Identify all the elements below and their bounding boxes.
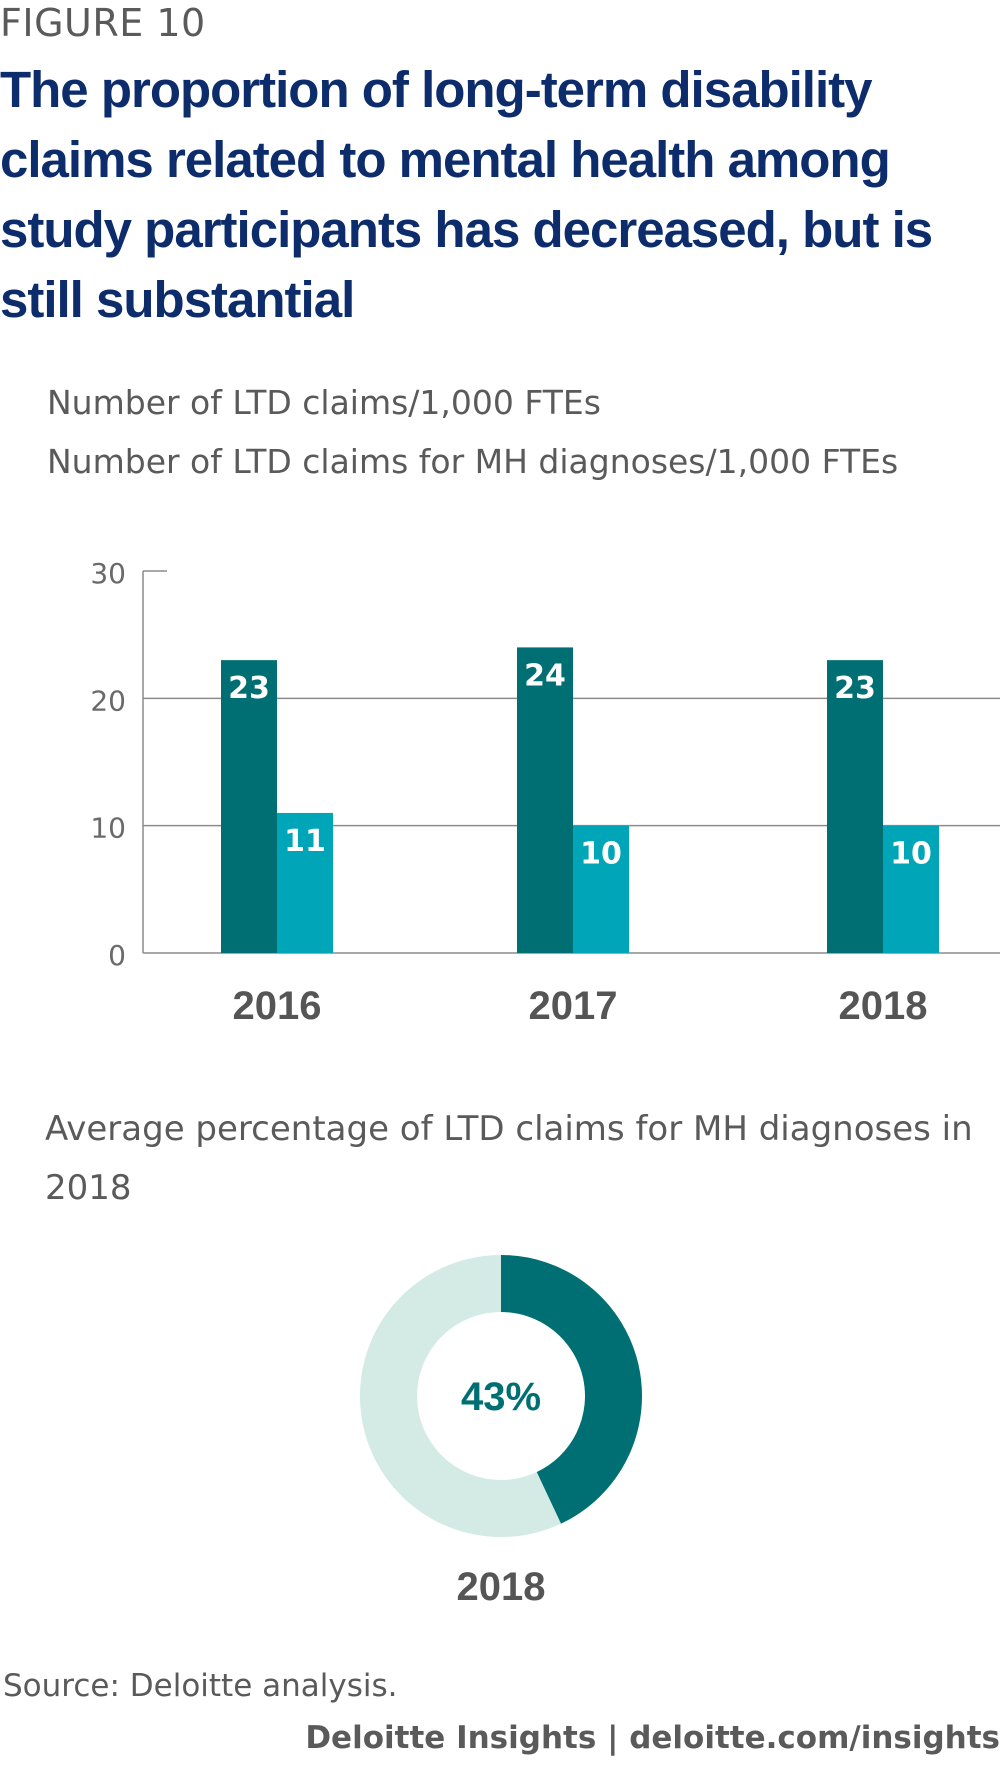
y-tick-label: 20 (90, 684, 126, 717)
bar-2018-series-2 (883, 825, 939, 953)
bar-2018-series-1 (827, 660, 883, 953)
bar-2017-series-2 (573, 825, 629, 953)
donut-mh-slice (500, 1255, 642, 1524)
legend-entry-total-claims: Number of LTD claims/1,000 FTEs (47, 383, 601, 422)
legend: Number of LTD claims/1,000 FTEs Number o… (47, 373, 898, 491)
x-category-label-2018: 2018 (839, 984, 928, 1028)
bar-2017-series-1 (517, 647, 573, 953)
x-category-label-2016: 2016 (233, 984, 322, 1028)
chart-title: The proportion of long-term disability c… (0, 61, 933, 328)
data-label-2017-series-2: 10 (580, 837, 622, 872)
data-label-2018-series-1: 23 (834, 671, 876, 706)
y-tick-label: 10 (90, 812, 126, 845)
data-label-2016-series-1: 23 (228, 671, 270, 706)
legend-entry-mh-claims: Number of LTD claims for MH diagnoses/1,… (47, 442, 899, 481)
bar-2016-series-1 (221, 660, 277, 953)
y-tick-label: 30 (90, 557, 126, 590)
figure-label: FIGURE 10 (0, 1, 206, 45)
donut-year-label: 2018 (457, 1565, 546, 1609)
bar-chart: 0 10 20 30 23 11 2016 24 10 2017 23 10 2018 (90, 557, 1000, 1028)
y-tick-label: 0 (108, 939, 126, 972)
donut-center-label: 43% (461, 1375, 541, 1419)
source-note: Source: Deloitte analysis. (3, 1668, 398, 1704)
footer-credit: Deloitte Insights | deloitte.com/insight… (305, 1720, 1000, 1756)
x-category-label-2017: 2017 (529, 984, 618, 1028)
donut-heading: Average percentage of LTD claims for MH … (45, 1109, 973, 1208)
bar-2016-series-2 (277, 812, 333, 953)
data-label-2017-series-1: 24 (524, 658, 566, 693)
data-label-2018-series-2: 10 (890, 837, 932, 872)
data-label-2016-series-2: 11 (284, 824, 326, 859)
donut-chart: 43% 2018 (360, 1255, 642, 1609)
